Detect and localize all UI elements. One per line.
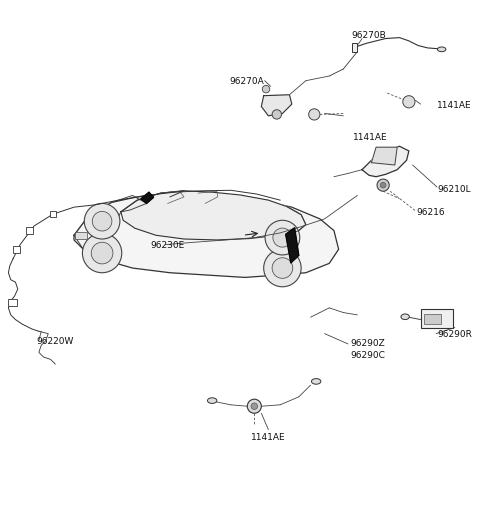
Text: 96216: 96216: [416, 208, 444, 217]
Circle shape: [84, 204, 120, 240]
Circle shape: [92, 212, 112, 232]
Circle shape: [251, 403, 258, 410]
FancyBboxPatch shape: [9, 300, 17, 307]
Text: 1141AE: 1141AE: [251, 432, 286, 441]
Polygon shape: [121, 191, 306, 240]
Text: 96270A: 96270A: [229, 77, 264, 86]
FancyBboxPatch shape: [420, 309, 454, 328]
Circle shape: [272, 110, 281, 120]
Text: 96210L: 96210L: [437, 185, 470, 193]
Circle shape: [264, 250, 301, 287]
Text: 96230E: 96230E: [151, 241, 185, 250]
Polygon shape: [286, 229, 299, 263]
Text: 96270B: 96270B: [352, 31, 386, 40]
FancyBboxPatch shape: [49, 212, 56, 218]
Polygon shape: [362, 147, 409, 177]
Ellipse shape: [312, 379, 321, 384]
Text: 1141AE: 1141AE: [353, 133, 387, 142]
Ellipse shape: [401, 315, 409, 320]
FancyBboxPatch shape: [26, 228, 33, 235]
Polygon shape: [141, 193, 154, 204]
Circle shape: [247, 400, 261, 413]
FancyBboxPatch shape: [13, 246, 20, 253]
Polygon shape: [372, 148, 397, 166]
Text: 1141AE: 1141AE: [437, 100, 472, 109]
Ellipse shape: [207, 398, 217, 404]
Polygon shape: [261, 96, 292, 117]
Circle shape: [265, 221, 300, 256]
Text: 96220W: 96220W: [36, 336, 74, 346]
Circle shape: [403, 97, 415, 108]
Polygon shape: [74, 194, 338, 278]
Text: 96290R: 96290R: [437, 329, 472, 338]
FancyBboxPatch shape: [424, 315, 441, 325]
FancyBboxPatch shape: [75, 233, 87, 240]
Text: 96290Z: 96290Z: [350, 339, 385, 348]
Circle shape: [272, 258, 293, 279]
Circle shape: [91, 243, 113, 264]
Circle shape: [309, 109, 320, 121]
Circle shape: [380, 183, 386, 189]
Circle shape: [83, 234, 122, 273]
Circle shape: [262, 86, 270, 94]
Circle shape: [273, 229, 292, 248]
Ellipse shape: [437, 48, 446, 52]
Text: 96290C: 96290C: [350, 351, 385, 359]
FancyBboxPatch shape: [352, 44, 358, 52]
Circle shape: [377, 180, 389, 192]
